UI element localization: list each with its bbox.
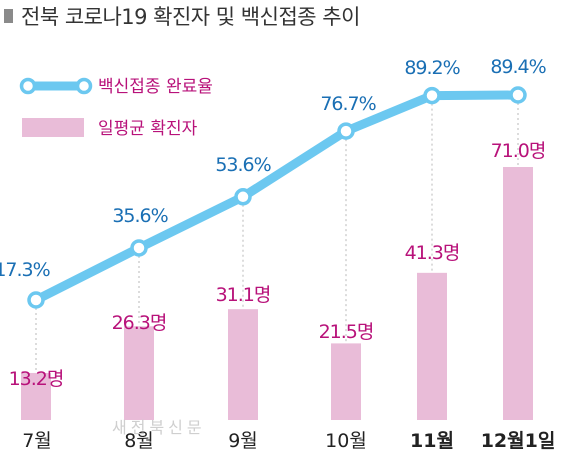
bar-label-6: 71.0명 bbox=[491, 140, 546, 162]
line-label-5: 89.2% bbox=[404, 57, 459, 79]
line-point-6 bbox=[509, 86, 527, 104]
legend-line-marker-left bbox=[19, 77, 37, 95]
line-point-2 bbox=[130, 239, 148, 257]
line-point-5 bbox=[423, 86, 441, 105]
bar-label-1: 13.2명 bbox=[9, 368, 64, 390]
line-label-3: 53.6% bbox=[215, 154, 270, 176]
x-tick-label-4: 10월 bbox=[325, 430, 367, 452]
line-point-4 bbox=[337, 122, 355, 140]
chart-title-bar: 전북 코로나19 확진자 및 백신접종 추이 bbox=[4, 2, 360, 30]
bars bbox=[21, 167, 533, 420]
bar-label-5: 41.3명 bbox=[405, 242, 460, 264]
bar-6 bbox=[503, 167, 533, 420]
bar-5 bbox=[417, 272, 447, 420]
line-label-2: 35.6% bbox=[112, 205, 167, 227]
bar-2 bbox=[124, 326, 154, 420]
line-point-1 bbox=[27, 291, 45, 309]
line-point-3 bbox=[234, 188, 252, 206]
line-label-6: 89.4% bbox=[490, 56, 545, 78]
line-label-1: 17.3% bbox=[0, 259, 50, 281]
x-tick-label-6: 12월1일 bbox=[481, 430, 556, 452]
watermark: 새전북신문 bbox=[112, 418, 206, 437]
legend-label-bar: 일평균 확진자 bbox=[98, 119, 198, 139]
data-labels: 17.3% 35.6% 53.6% 76.7% 89.2% 89.4% 13.2명 26.3명… bbox=[0, 56, 547, 390]
x-tick-label-3: 9월 bbox=[228, 430, 258, 452]
x-tick-label-2: 8월 bbox=[124, 430, 154, 452]
line-label-4: 76.7% bbox=[320, 93, 375, 115]
bar-1 bbox=[21, 372, 51, 420]
title-marker bbox=[4, 9, 13, 23]
line-layer bbox=[27, 86, 527, 309]
legend-bar-swatch bbox=[22, 118, 84, 137]
x-axis: 7월 8월 9월 10월 11월 12월1일 bbox=[22, 430, 555, 452]
vaccination-line bbox=[31, 90, 523, 305]
bar-4 bbox=[331, 343, 361, 420]
legend-line-marker-right bbox=[75, 77, 93, 95]
bar-label-3: 31.1명 bbox=[216, 284, 271, 306]
bar-label-4: 21.5명 bbox=[319, 321, 374, 343]
bar-3 bbox=[228, 309, 258, 420]
legend-label-line: 백신접종 완료율 bbox=[98, 77, 213, 97]
x-tick-label-1: 7월 bbox=[22, 430, 52, 452]
chart-title: 전북 코로나19 확진자 및 백신접종 추이 bbox=[21, 5, 360, 29]
drop-lines bbox=[35, 103, 519, 373]
x-tick-label-5: 11월 bbox=[410, 430, 454, 452]
bar-label-2: 26.3명 bbox=[112, 312, 167, 334]
